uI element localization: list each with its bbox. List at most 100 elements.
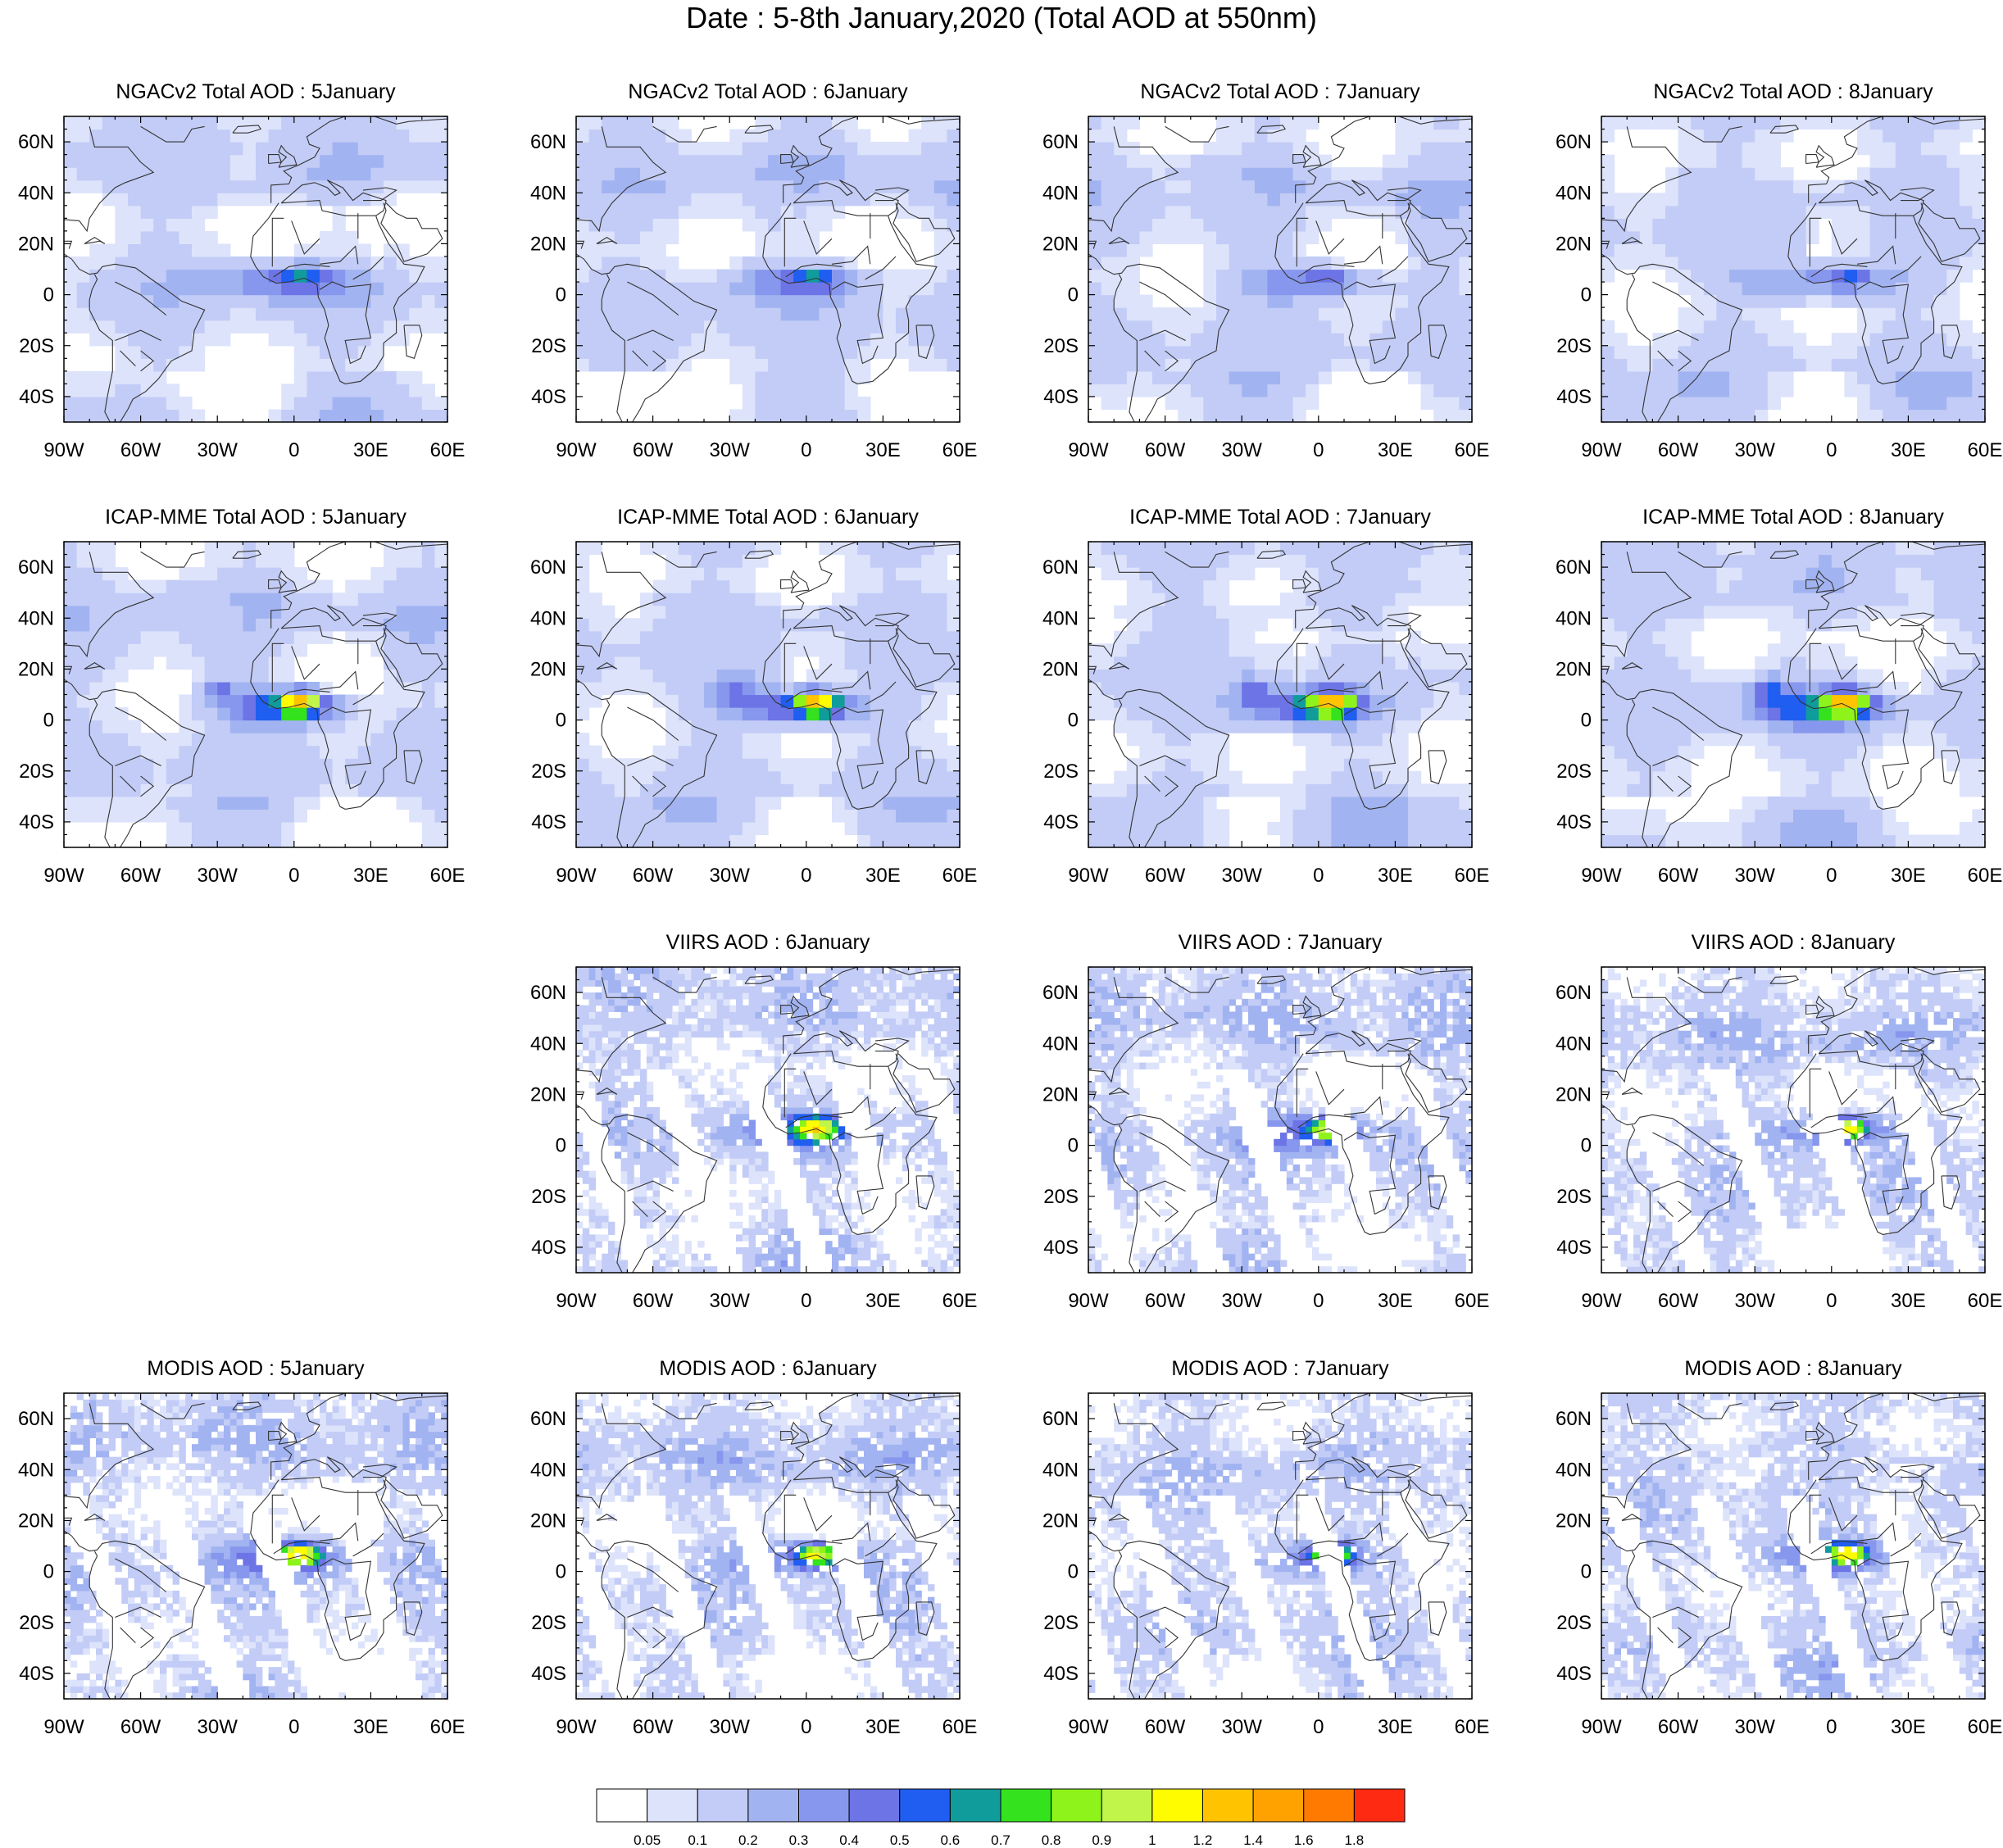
- aod-field: [1088, 116, 1472, 422]
- figure-title: Date : 5-8th January,2020 (Total AOD at …: [686, 1, 1317, 34]
- colorbar-label: 0.3: [789, 1832, 809, 1848]
- lon-tick-label: 0: [801, 439, 811, 461]
- aod-field: [1601, 1393, 1985, 1699]
- lat-tick-label: 40S: [1556, 1663, 1592, 1685]
- lon-tick-label: 30W: [1735, 439, 1776, 461]
- lon-tick-label: 30W: [1735, 1290, 1776, 1312]
- lat-tick-label: 0: [43, 710, 54, 732]
- lon-tick-label: 90W: [1068, 439, 1109, 461]
- lon-tick-label: 60W: [1658, 1290, 1699, 1312]
- lon-tick-label: 90W: [1068, 865, 1109, 887]
- lat-tick-label: 40S: [19, 386, 54, 408]
- lat-tick-label: 60N: [18, 556, 54, 579]
- panel-title: MODIS AOD : 5January: [147, 1357, 365, 1380]
- lon-tick-label: 60W: [633, 439, 674, 461]
- lat-tick-label: 0: [1068, 1135, 1079, 1157]
- lat-tick-label: 0: [43, 284, 54, 306]
- lon-tick-label: 90W: [43, 439, 84, 461]
- lat-tick-label: 20S: [1043, 761, 1079, 783]
- lon-tick-label: 30E: [1891, 1290, 1926, 1312]
- lat-tick-label: 20N: [1042, 658, 1079, 680]
- coastlines: [1601, 967, 1985, 1273]
- lon-tick-label: 30W: [1222, 1290, 1263, 1312]
- lon-tick-label: 0: [1313, 439, 1324, 461]
- lon-tick-label: 60W: [1145, 1290, 1186, 1312]
- lon-tick-label: 60W: [633, 1716, 674, 1738]
- lon-tick-label: 30E: [865, 1716, 901, 1738]
- colorbar-label: 0.1: [688, 1832, 707, 1848]
- map-panel-1-2: ICAP-MME Total AOD : 7January 90W 60W 30W 0 3…: [1042, 506, 1489, 887]
- lon-tick-label: 30W: [710, 1716, 751, 1738]
- lat-tick-label: 20S: [1556, 1612, 1592, 1634]
- lon-tick-label: 90W: [1581, 1290, 1622, 1312]
- map-panel-2-1: VIIRS AOD : 6January 90W 60W 30W 0 30E 60E 60N 4…: [530, 931, 977, 1312]
- aod-field: [1601, 116, 1985, 422]
- lat-tick-label: 60N: [530, 982, 566, 1004]
- lat-tick-label: 20N: [1556, 658, 1592, 680]
- lon-tick-label: 30W: [1222, 865, 1263, 887]
- panel-title: ICAP-MME Total AOD : 5January: [105, 506, 407, 529]
- lon-tick-label: 0: [1826, 1290, 1837, 1312]
- lon-tick-label: 90W: [1581, 439, 1622, 461]
- colorbar-swatch: [647, 1788, 698, 1823]
- lat-tick-label: 20N: [530, 1083, 566, 1106]
- aod-field: [64, 542, 447, 847]
- lon-tick-label: 90W: [556, 865, 597, 887]
- lon-tick-label: 90W: [556, 1716, 597, 1738]
- coastlines: [576, 967, 960, 1273]
- lat-tick-label: 40N: [1556, 1033, 1592, 1055]
- colorbar-label: 1.8: [1345, 1832, 1365, 1848]
- colorbar-label: 1.6: [1294, 1832, 1314, 1848]
- lon-tick-label: 60W: [1658, 865, 1699, 887]
- lon-tick-label: 30W: [710, 439, 751, 461]
- lat-tick-label: 20N: [18, 658, 54, 680]
- map-panel-3-0: MODIS AOD : 5January 90W 60W 30W 0 30E 60E 60N 4…: [18, 1357, 465, 1738]
- panel-title: VIIRS AOD : 6January: [666, 931, 870, 954]
- lon-tick-label: 30E: [1378, 1290, 1413, 1312]
- lat-tick-label: 20S: [1043, 335, 1079, 357]
- lon-tick-label: 60E: [1968, 1716, 2003, 1738]
- lon-tick-label: 30W: [1735, 1716, 1776, 1738]
- lon-tick-label: 60E: [1455, 865, 1490, 887]
- lat-tick-label: 40S: [531, 1237, 566, 1259]
- lon-tick-label: 60E: [430, 865, 466, 887]
- panel-title: MODIS AOD : 8January: [1684, 1357, 1902, 1380]
- lon-tick-label: 90W: [43, 865, 84, 887]
- colorbar-swatch: [848, 1788, 901, 1823]
- map-panel-3-3: MODIS AOD : 8January 90W 60W 30W 0 30E 60E 60N 4…: [1556, 1357, 2002, 1738]
- panel-title: NGACv2 Total AOD : 8January: [1653, 80, 1933, 103]
- lat-tick-label: 40S: [1556, 1237, 1592, 1259]
- lat-tick-label: 20S: [1556, 1186, 1592, 1208]
- panel-title: MODIS AOD : 6January: [659, 1357, 877, 1380]
- colorbar-swatch: [1000, 1788, 1052, 1823]
- lat-tick-label: 20S: [19, 335, 54, 357]
- lon-tick-label: 60W: [1145, 865, 1186, 887]
- lon-tick-label: 30W: [1222, 1716, 1263, 1738]
- aod-field: [1088, 1393, 1472, 1699]
- lat-tick-label: 40N: [18, 607, 54, 629]
- lon-tick-label: 90W: [43, 1716, 84, 1738]
- panel-title: ICAP-MME Total AOD : 7January: [1129, 506, 1431, 529]
- lat-tick-label: 40S: [1556, 386, 1592, 408]
- lat-tick-label: 20S: [531, 761, 566, 783]
- lon-tick-label: 30E: [1891, 1716, 1926, 1738]
- panel-title: ICAP-MME Total AOD : 6January: [617, 506, 919, 529]
- lat-tick-label: 40N: [1042, 1459, 1079, 1481]
- lat-tick-label: 40S: [19, 1663, 54, 1685]
- panel-title: MODIS AOD : 7January: [1171, 1357, 1389, 1380]
- lat-tick-label: 20N: [530, 1510, 566, 1532]
- colorbar-swatch: [1051, 1788, 1102, 1823]
- colorbar-label: 0.5: [890, 1832, 910, 1848]
- lat-tick-label: 60N: [530, 131, 566, 153]
- lon-tick-label: 0: [288, 439, 299, 461]
- colorbar-label: 1.2: [1193, 1832, 1213, 1848]
- lon-tick-label: 60E: [1455, 1290, 1490, 1312]
- lon-tick-label: 60W: [120, 1716, 161, 1738]
- lon-tick-label: 0: [1826, 439, 1837, 461]
- lat-tick-label: 20N: [1556, 233, 1592, 255]
- colorbar-swatch: [949, 1788, 1002, 1823]
- colorbar-swatch: [747, 1788, 800, 1823]
- coastlines: [64, 1393, 447, 1699]
- lon-tick-label: 90W: [1581, 1716, 1622, 1738]
